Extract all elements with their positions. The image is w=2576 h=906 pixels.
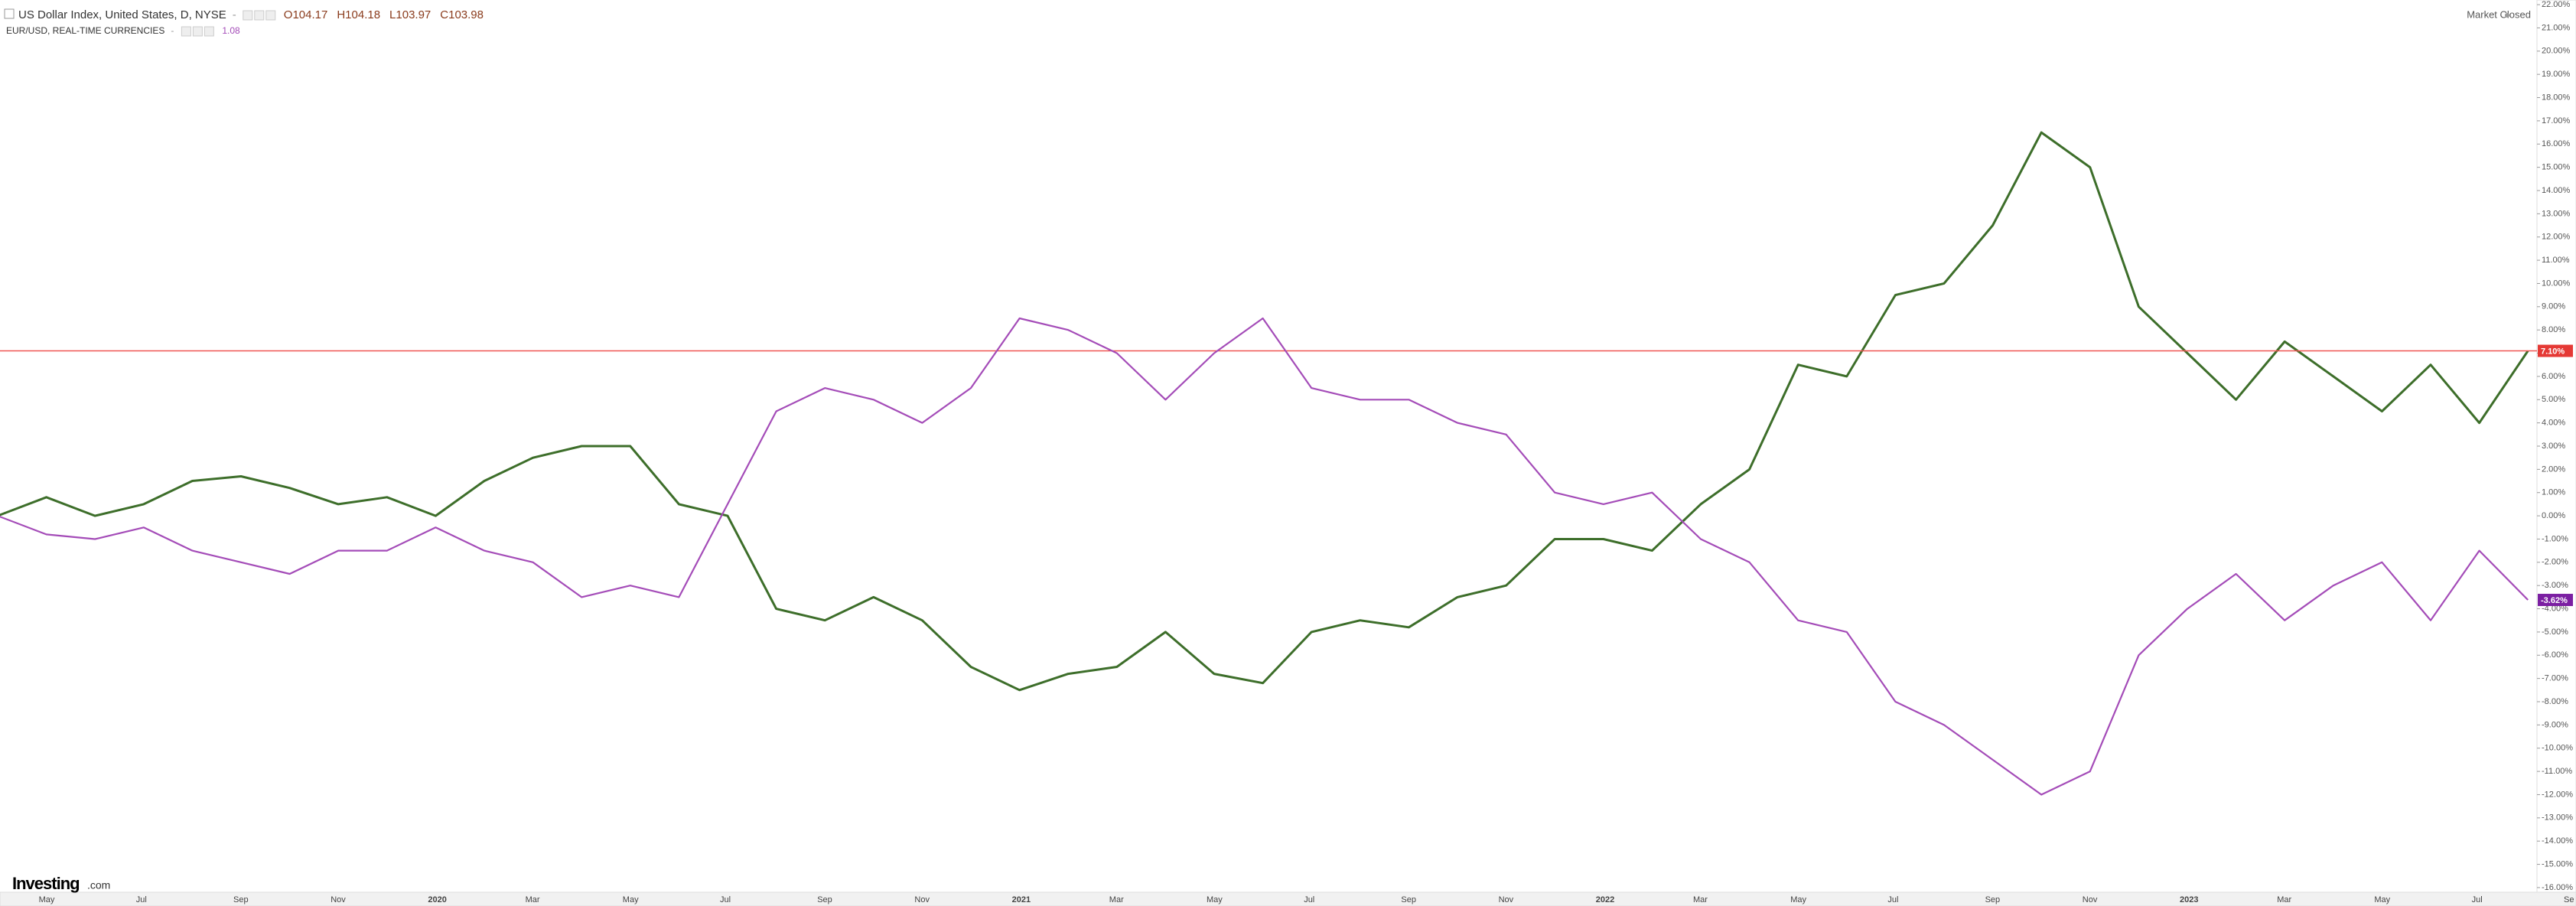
- y-tick-label: -4.00%: [2542, 604, 2568, 613]
- y-tick-label: -13.00%: [2542, 813, 2573, 823]
- last-value-badge: [2538, 344, 2573, 357]
- series-name: US Dollar Index, United States, D, NYSE: [18, 8, 226, 21]
- y-tick-label: 12.00%: [2542, 233, 2571, 242]
- y-tick-label: -10.00%: [2542, 744, 2573, 753]
- x-tick-label: Mar: [526, 895, 540, 904]
- y-tick-label: -12.00%: [2542, 790, 2573, 799]
- y-tick-label: 1.00%: [2542, 488, 2565, 497]
- y-tick-label: 14.00%: [2542, 186, 2571, 195]
- quote: C103.98: [440, 8, 484, 21]
- x-tick-label: Jul: [1304, 895, 1314, 904]
- x-tick-label: 2023: [2180, 895, 2198, 904]
- x-tick-label: Nov: [914, 895, 930, 904]
- x-tick-label: Mar: [1109, 895, 1124, 904]
- x-tick-label: 2021: [1012, 895, 1031, 904]
- status-dot: [2505, 13, 2509, 18]
- time-axis: [0, 891, 2576, 906]
- header: US Dollar Index, United States, D, NYSE -…: [6, 8, 484, 37]
- y-tick-label: -3.00%: [2542, 581, 2568, 590]
- x-tick-label: Se: [2564, 895, 2574, 904]
- collapse-icon[interactable]: [4, 8, 15, 19]
- x-tick-label: Jul: [2472, 895, 2483, 904]
- x-tick-label: Mar: [2277, 895, 2291, 904]
- y-tick-label: -11.00%: [2542, 767, 2572, 776]
- last-value-badge: [2538, 594, 2573, 607]
- toolbar-button[interactable]: [243, 10, 253, 21]
- y-tick-label: 10.00%: [2542, 279, 2571, 288]
- dropdown-icon: -: [233, 8, 236, 21]
- quote: O104.17: [284, 8, 328, 21]
- y-tick-label: 0.00%: [2542, 511, 2565, 520]
- y-tick-label: -1.00%: [2542, 534, 2568, 543]
- x-tick-label: Sep: [1985, 895, 2001, 904]
- x-tick-label: May: [2374, 895, 2390, 904]
- x-tick-label: May: [1207, 895, 1223, 904]
- y-tick-label: 11.00%: [2542, 256, 2570, 265]
- y-tick-label: -7.00%: [2542, 674, 2568, 683]
- y-tick-label: 5.00%: [2542, 395, 2565, 404]
- y-tick-label: -5.00%: [2542, 627, 2568, 637]
- series-name: EUR/USD, REAL-TIME CURRENCIES: [6, 25, 164, 36]
- y-tick-label: 8.00%: [2542, 325, 2565, 334]
- toolbar-button[interactable]: [181, 26, 191, 37]
- last-value-label: 7.10%: [2541, 347, 2565, 356]
- x-tick-label: Sep: [1401, 895, 1416, 904]
- y-tick-label: -15.00%: [2542, 859, 2573, 869]
- y-tick-label: 19.00%: [2542, 70, 2571, 79]
- y-tick-label: 13.00%: [2542, 209, 2571, 218]
- x-tick-label: Nov: [2083, 895, 2098, 904]
- y-tick-label: -8.00%: [2542, 697, 2568, 706]
- y-tick-label: 22.00%: [2542, 0, 2571, 9]
- x-tick-label: 2020: [428, 895, 446, 904]
- x-tick-label: Mar: [1693, 895, 1708, 904]
- x-tick-label: Nov: [1499, 895, 1514, 904]
- y-tick-label: 17.00%: [2542, 116, 2571, 125]
- market-status: Market Closed: [2467, 8, 2531, 20]
- y-tick-label: 2.00%: [2542, 464, 2565, 474]
- toolbar-button[interactable]: [204, 26, 214, 37]
- y-tick-label: -2.00%: [2542, 558, 2568, 567]
- y-tick-label: 15.00%: [2542, 163, 2571, 172]
- series-line: [0, 131, 2529, 692]
- watermark: Investing: [12, 874, 80, 893]
- toolbar-button[interactable]: [192, 26, 203, 37]
- y-tick-label: 9.00%: [2542, 302, 2565, 311]
- y-tick-label: 20.00%: [2542, 47, 2571, 56]
- x-tick-label: May: [623, 895, 639, 904]
- y-tick-label: -14.00%: [2542, 836, 2573, 846]
- toolbar-button[interactable]: [254, 10, 265, 21]
- x-tick-label: 2022: [1596, 895, 1614, 904]
- y-tick-label: 18.00%: [2542, 93, 2571, 102]
- y-tick-label: 6.00%: [2542, 372, 2565, 381]
- series-line: [0, 317, 2529, 796]
- quote: H104.18: [337, 8, 380, 21]
- x-tick-label: Nov: [331, 895, 346, 904]
- x-tick-label: May: [1790, 895, 1806, 904]
- toolbar-button[interactable]: [265, 10, 276, 21]
- quote: 1.08: [222, 25, 240, 36]
- x-tick-label: May: [39, 895, 55, 904]
- price-axis: [2536, 0, 2576, 893]
- dropdown-icon: -: [171, 25, 174, 36]
- x-tick-label: Jul: [136, 895, 147, 904]
- last-value-label: -3.62%: [2541, 596, 2568, 605]
- watermark-suffix: .com: [87, 879, 110, 891]
- y-tick-label: 21.00%: [2542, 23, 2571, 32]
- y-tick-label: 16.00%: [2542, 139, 2571, 148]
- y-tick-label: -9.00%: [2542, 720, 2568, 729]
- y-tick-label: 4.00%: [2542, 419, 2565, 428]
- x-tick-label: Jul: [720, 895, 731, 904]
- y-tick-label: 3.00%: [2542, 442, 2565, 451]
- x-tick-label: Sep: [233, 895, 249, 904]
- x-tick-label: Jul: [1887, 895, 1898, 904]
- quote: L103.97: [389, 8, 431, 21]
- y-tick-label: -16.00%: [2542, 883, 2573, 892]
- y-tick-label: -6.00%: [2542, 650, 2568, 660]
- x-tick-label: Sep: [817, 895, 832, 904]
